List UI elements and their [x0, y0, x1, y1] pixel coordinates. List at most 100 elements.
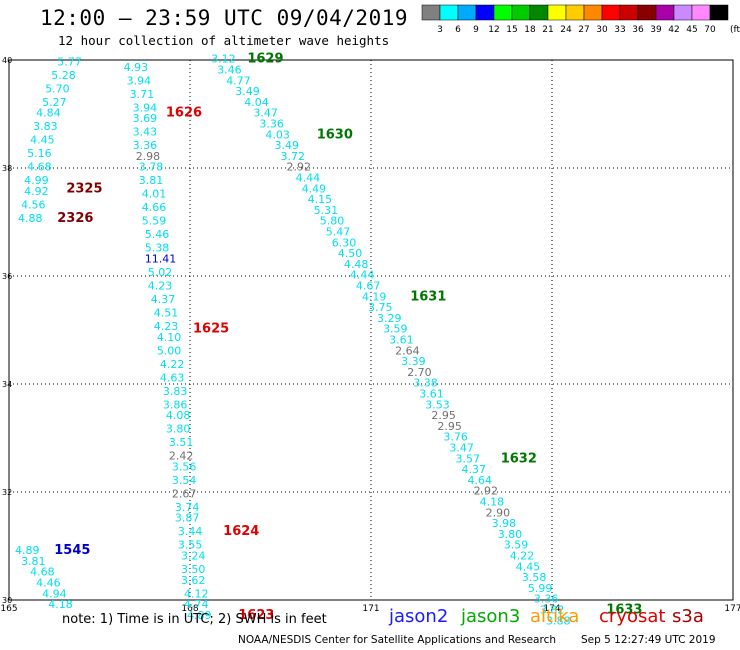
wave-height-reading: 5.27 [42, 96, 67, 109]
latitude-tick-label: 34 [2, 380, 12, 389]
pass-time-label: 1630 [317, 127, 353, 142]
wave-height-reading: 3.29 [377, 312, 402, 325]
wave-height-reading: 5.70 [45, 82, 69, 95]
footer-note: note: 1) Time is in UTC; 2) SWH is in fe… [62, 612, 327, 627]
pass-time-label: 1632 [501, 451, 537, 466]
wave-height-reading: 4.49 [302, 182, 327, 195]
wave-height-reading: 4.56 [21, 199, 46, 212]
wave-height-reading: 3.38 [413, 377, 438, 390]
pass-time-label: 2326 [57, 211, 93, 226]
legend-swatch [709, 4, 729, 21]
satellite-jason3: jason3 [461, 606, 521, 627]
wave-height-reading: 3.82 [540, 604, 565, 617]
latitude-tick-label: 30 [2, 596, 12, 605]
wave-height-reading: 3.83 [163, 385, 188, 398]
wave-height-reading: 5.80 [320, 215, 345, 228]
wave-height-reading: 3.80 [166, 423, 191, 436]
wave-height-reading: 3.78 [139, 161, 164, 174]
legend-tick-label: 33 [614, 25, 625, 35]
wave-height-reading: 4.22 [510, 550, 535, 563]
wave-height-reading: 3.12 [211, 53, 236, 66]
wave-height-reading: 3.44 [178, 525, 203, 538]
pass-time-label: 1633 [606, 603, 642, 618]
longitude-tick-label: 168 [181, 604, 198, 614]
pass-time-label: 1629 [247, 52, 283, 67]
legend-tick-label: 24 [560, 25, 572, 35]
wave-height-reading: 5.77 [57, 55, 81, 68]
wave-height-reading: 3.62 [181, 574, 206, 587]
wave-height-reading: 4.03 [265, 128, 290, 141]
legend-tick-label: 21 [542, 25, 553, 35]
legend-tick-label: 3 [437, 25, 443, 35]
longitude-tick-label: 177 [724, 604, 740, 614]
wave-height-reading: 3.87 [175, 512, 200, 525]
latitude-tick-label: 38 [2, 164, 12, 173]
wave-height-reading: 2.42 [169, 450, 194, 463]
wave-height-reading: 4.92 [24, 185, 49, 198]
wave-height-reading: 3.47 [253, 107, 278, 120]
latitude-tick-label: 40 [2, 56, 12, 65]
wave-height-reading: 3.53 [425, 398, 450, 411]
wave-height-reading: 4.99 [24, 174, 49, 187]
wave-height-reading: 4.44 [296, 172, 321, 185]
wave-height-reading: 3.59 [504, 539, 529, 552]
wave-height-reading: 2.92 [287, 161, 312, 174]
legend-tick-label: 12 [488, 25, 499, 35]
wave-height-reading: 5.16 [27, 147, 51, 160]
legend-tick-label: 30 [596, 25, 608, 35]
wave-height-reading: 4.37 [462, 463, 487, 476]
legend-unit: (ft) [730, 25, 740, 35]
pass-time-label: 1625 [193, 322, 229, 337]
wave-height-reading: 4.18 [48, 598, 73, 611]
legend-tick-label: 39 [650, 25, 662, 35]
wave-height-reading: 4.15 [308, 193, 333, 206]
wave-height-reading: 3.80 [498, 528, 523, 541]
wave-height-reading: 2.64 [395, 344, 420, 357]
wave-height-reading: 3.61 [389, 334, 414, 347]
wave-height-reading: 4.68 [27, 161, 51, 174]
wave-height-reading: 3.49 [274, 139, 299, 152]
page-subtitle: 12 hour collection of altimeter wave hei… [58, 33, 390, 48]
wave-height-reading: 3.86 [163, 398, 188, 411]
pass-time-label: 2325 [66, 181, 102, 196]
wave-height-reading: 2.70 [407, 366, 432, 379]
wave-height-reading: 2.67 [172, 487, 197, 500]
wave-height-reading: 2.98 [136, 150, 161, 163]
wave-height-reading: 3.74 [175, 501, 200, 514]
satellite-altika: altika [530, 606, 580, 627]
wave-height-reading: 3.98 [492, 517, 516, 530]
wave-height-reading: 4.44 [350, 269, 375, 282]
timestamp-text: Sep 5 12:27:49 UTC 2019 [581, 634, 716, 646]
wave-height-reading: 4.04 [244, 96, 268, 109]
wave-height-reading: 3.39 [401, 355, 426, 368]
wave-height-reading: 4.77 [226, 74, 251, 87]
wave-height-reading: 3.71 [130, 88, 155, 101]
wave-height-reading: 3.61 [419, 388, 444, 401]
wave-height-reading: 4.37 [151, 293, 176, 306]
wave-height-reading: 3.81 [21, 555, 46, 568]
legend-tick-label: 42 [668, 25, 679, 35]
longitude-tick-label: 174 [543, 604, 560, 614]
wave-height-reading: 4.12 [184, 587, 209, 600]
wave-height-reading: 3.75 [368, 301, 393, 314]
wave-height-reading: 3.55 [178, 539, 203, 552]
wave-height-reading: 4.64 [468, 474, 493, 487]
wave-height-reading: 4.94 [42, 587, 67, 600]
wave-height-reading: 3.46 [217, 64, 242, 77]
satellite-cryosat: cryosat [599, 606, 666, 627]
wave-height-reading: 2.95 [431, 409, 456, 422]
legend-tick-label: 70 [704, 25, 716, 35]
legend-tick-label: 27 [578, 25, 589, 35]
wave-height-reading: 3.36 [259, 118, 284, 131]
wave-height-reading: 4.63 [160, 371, 185, 384]
wave-height-reading: 11.41 [145, 253, 177, 266]
page-title: 12:00 – 23:59 UTC 09/04/2019 [40, 6, 409, 30]
wave-height-reading: 3.88 [546, 614, 571, 627]
pass-time-label: 1623 [238, 608, 274, 623]
wave-height-reading: 5.99 [528, 582, 553, 595]
wave-height-reading: 4.93 [124, 61, 149, 74]
wave-height-reading: 4.23 [154, 320, 179, 333]
wave-height-reading: 4.22 [160, 358, 185, 371]
